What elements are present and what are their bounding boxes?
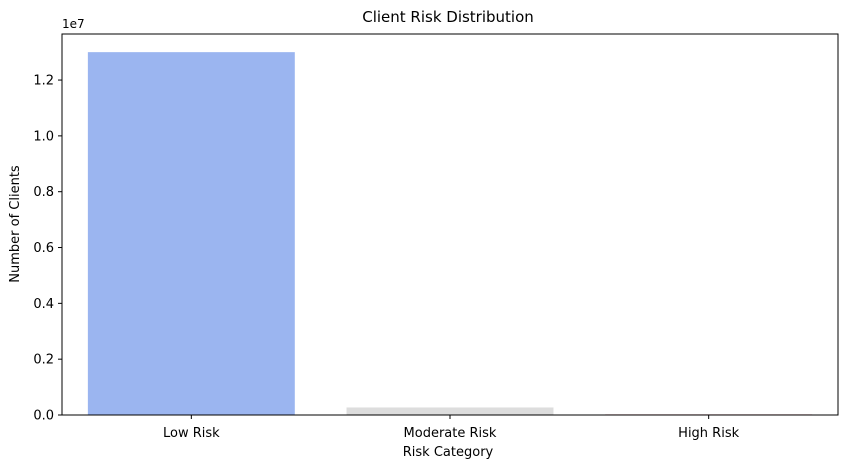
x-tick-label: Moderate Risk [404,426,497,441]
plot-frame [61,33,839,416]
chart-title: Client Risk Distribution [362,8,534,26]
y-axis-label: Number of Clients [8,165,23,283]
y-ticks-group: 0.0 0.2 0.4 0.6 0.8 1.0 1.2 [33,74,62,424]
x-ticks-group: Low Risk Moderate Risk High Risk [163,415,740,441]
y-tick-label: 0.2 [33,353,54,368]
y-axis-offset-label: 1e7 [62,17,85,31]
y-tick-label: 0.4 [33,297,54,312]
y-tick-label: 0.8 [33,185,54,200]
y-tick-label: 0.0 [33,409,54,424]
bar-low-risk [87,52,295,416]
y-tick-label: 0.6 [33,241,54,256]
bars-group [87,52,813,416]
y-tick-label: 1.0 [33,129,54,144]
x-tick-label: Low Risk [163,426,220,441]
bar-moderate-risk [346,407,554,415]
x-axis-label: Risk Category [403,445,494,460]
y-tick-label: 1.2 [33,74,54,89]
x-tick-label: High Risk [678,426,739,441]
